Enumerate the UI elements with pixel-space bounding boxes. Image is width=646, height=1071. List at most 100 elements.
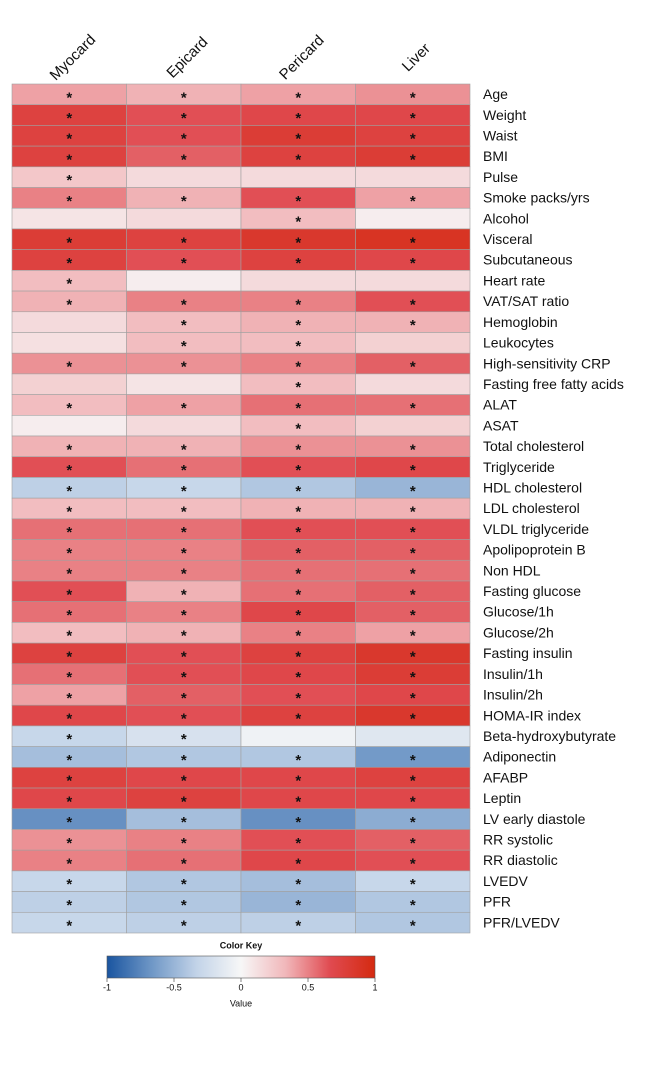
significance-star: * (410, 483, 416, 500)
column-label: Pericard (276, 32, 328, 84)
heatmap-cell (126, 415, 242, 437)
significance-star: * (295, 586, 301, 603)
significance-star: * (410, 793, 416, 810)
row-label: LDL cholesterol (483, 500, 580, 516)
significance-star: * (295, 566, 301, 583)
heatmap-cell (11, 207, 127, 230)
significance-star: * (66, 462, 72, 479)
significance-star: * (66, 110, 72, 127)
significance-star: * (295, 379, 301, 396)
row-label: HDL cholesterol (483, 479, 582, 495)
heatmap-cell (355, 373, 471, 395)
significance-star: * (181, 669, 187, 686)
significance-star: * (66, 814, 72, 831)
row-label: PFR/LVEDV (483, 914, 560, 930)
row-label: Alcohol (483, 210, 529, 226)
heatmap-cell (11, 415, 127, 437)
significance-star: * (410, 586, 416, 603)
significance-star: * (410, 317, 416, 334)
significance-star: * (181, 607, 187, 624)
significance-star: * (295, 711, 301, 728)
colorkey-tick-label: 0 (238, 982, 243, 992)
significance-star: * (410, 462, 416, 479)
significance-star: * (66, 711, 72, 728)
row-label: Weight (483, 107, 526, 123)
row-label: VLDL triglyceride (483, 521, 589, 537)
significance-star: * (66, 607, 72, 624)
significance-star: * (66, 731, 72, 748)
row-label: ALAT (483, 397, 517, 413)
significance-star: * (181, 255, 187, 272)
row-label: RR diastolic (483, 852, 558, 868)
significance-star: * (410, 648, 416, 665)
row-label: Apolipoprotein B (483, 542, 586, 558)
significance-star: * (181, 483, 187, 500)
row-label: Glucose/2h (483, 624, 554, 640)
significance-star: * (410, 814, 416, 831)
significance-star: * (66, 897, 72, 914)
significance-star: * (181, 503, 187, 520)
significance-star: * (181, 317, 187, 334)
significance-star: * (66, 483, 72, 500)
significance-star: * (295, 400, 301, 417)
significance-star: * (295, 151, 301, 168)
significance-star: * (66, 172, 72, 189)
significance-star: * (181, 690, 187, 707)
significance-star: * (181, 897, 187, 914)
significance-star: * (410, 296, 416, 313)
significance-star: * (66, 89, 72, 106)
significance-star: * (181, 793, 187, 810)
significance-star: * (410, 503, 416, 520)
significance-star: * (410, 835, 416, 852)
significance-star: * (66, 296, 72, 313)
row-label: HOMA-IR index (483, 707, 581, 723)
significance-star: * (181, 89, 187, 106)
significance-star: * (295, 607, 301, 624)
row-label: Heart rate (483, 272, 545, 288)
significance-star: * (181, 566, 187, 583)
significance-star: * (295, 193, 301, 210)
row-label: Adiponectin (483, 749, 556, 765)
row-label: Total cholesterol (483, 438, 584, 454)
colorkey-bar (106, 955, 376, 979)
row-label: PFR (483, 894, 511, 910)
heatmap-cell (240, 166, 356, 188)
significance-star: * (181, 918, 187, 935)
heatmap-cell (355, 911, 471, 934)
significance-star: * (66, 773, 72, 790)
heatmap-cell (126, 166, 242, 188)
colorkey-tick-label: 1 (372, 982, 377, 992)
heatmap-cell (240, 270, 356, 292)
significance-star: * (410, 131, 416, 148)
significance-star: * (295, 814, 301, 831)
significance-star: * (410, 400, 416, 417)
significance-star: * (410, 855, 416, 872)
significance-star: * (66, 400, 72, 417)
heatmap-cell (11, 332, 127, 354)
row-label: Subcutaneous (483, 252, 573, 268)
significance-star: * (66, 586, 72, 603)
significance-star: * (410, 566, 416, 583)
significance-star: * (181, 110, 187, 127)
significance-star: * (295, 421, 301, 438)
significance-star: * (410, 918, 416, 935)
significance-star: * (66, 193, 72, 210)
colorkey-tick-label: 0.5 (302, 982, 315, 992)
heatmap-cell (126, 270, 242, 292)
significance-star: * (66, 752, 72, 769)
heatmap-cell (126, 373, 242, 395)
significance-star: * (181, 400, 187, 417)
heatmap-cell (126, 207, 242, 230)
significance-star: * (295, 255, 301, 272)
significance-star: * (295, 234, 301, 251)
significance-star: * (295, 793, 301, 810)
significance-star: * (410, 752, 416, 769)
significance-star: * (181, 524, 187, 541)
significance-star: * (181, 151, 187, 168)
row-label: Age (483, 86, 508, 102)
significance-star: * (66, 876, 72, 893)
significance-star: * (181, 731, 187, 748)
significance-star: * (66, 276, 72, 293)
significance-star: * (295, 296, 301, 313)
row-label: LVEDV (483, 873, 529, 889)
